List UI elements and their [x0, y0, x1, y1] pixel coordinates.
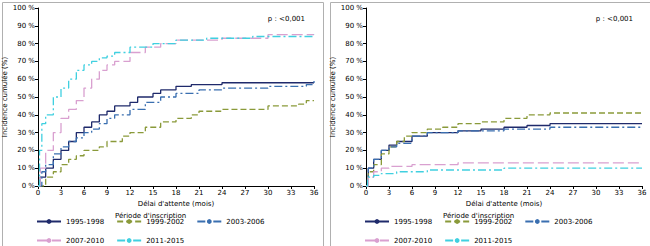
svg-text:Incidence cumulée (%): Incidence cumulée (%) — [329, 57, 337, 138]
svg-text:50 %: 50 % — [345, 93, 363, 101]
svg-text:2003-2006: 2003-2006 — [226, 218, 265, 226]
svg-text:Période d'inscription: Période d'inscription — [443, 212, 514, 220]
svg-text:21: 21 — [523, 189, 532, 197]
svg-text:9: 9 — [433, 189, 437, 197]
svg-text:1995-1998: 1995-1998 — [394, 218, 432, 226]
svg-text:Période d'inscription: Période d'inscription — [115, 212, 186, 220]
svg-text:21: 21 — [195, 189, 204, 197]
svg-text:3: 3 — [59, 189, 63, 197]
svg-text:50 %: 50 % — [17, 93, 35, 101]
svg-text:2007-2010: 2007-2010 — [394, 237, 432, 245]
svg-text:30: 30 — [592, 189, 601, 197]
svg-text:18: 18 — [172, 189, 181, 197]
svg-text:6: 6 — [410, 189, 415, 197]
svg-text:30: 30 — [264, 189, 273, 197]
svg-text:2007-2010: 2007-2010 — [66, 237, 104, 245]
svg-text:2003-2006: 2003-2006 — [554, 218, 593, 226]
svg-text:0 %: 0 % — [350, 182, 364, 190]
svg-text:10 %: 10 % — [17, 164, 35, 172]
svg-text:1995-1998: 1995-1998 — [66, 218, 104, 226]
svg-text:1999-2002: 1999-2002 — [146, 217, 185, 226]
svg-text:80 %: 80 % — [17, 40, 35, 48]
svg-text:Délai d'attente (mois): Délai d'attente (mois) — [466, 200, 543, 208]
svg-text:40 %: 40 % — [17, 111, 35, 119]
svg-text:24: 24 — [218, 189, 227, 197]
svg-text:p : <0,001: p : <0,001 — [596, 15, 633, 23]
svg-text:18: 18 — [500, 189, 509, 197]
svg-text:15: 15 — [477, 189, 486, 197]
svg-text:30 %: 30 % — [17, 129, 35, 137]
svg-text:100 %: 100 % — [13, 4, 36, 12]
svg-text:33: 33 — [615, 189, 624, 197]
svg-text:40 %: 40 % — [345, 111, 363, 119]
svg-text:10 %: 10 % — [345, 164, 363, 172]
svg-text:15: 15 — [149, 189, 158, 197]
svg-text:12: 12 — [126, 189, 135, 197]
svg-text:70 %: 70 % — [17, 57, 35, 65]
svg-text:27: 27 — [569, 189, 578, 197]
svg-text:60 %: 60 % — [345, 75, 363, 83]
svg-text:Incidence cumulée (%): Incidence cumulée (%) — [1, 57, 9, 138]
svg-text:30 %: 30 % — [345, 129, 363, 137]
svg-text:100 %: 100 % — [341, 4, 364, 12]
svg-text:3: 3 — [387, 189, 391, 197]
svg-text:80 %: 80 % — [345, 40, 363, 48]
svg-text:p : <0,001: p : <0,001 — [268, 15, 305, 23]
svg-text:33: 33 — [287, 189, 296, 197]
svg-text:9: 9 — [105, 189, 109, 197]
svg-text:1999-2002: 1999-2002 — [474, 217, 513, 226]
svg-text:0: 0 — [36, 189, 40, 197]
svg-text:36: 36 — [638, 189, 647, 197]
svg-text:36: 36 — [310, 189, 319, 197]
svg-text:90 %: 90 % — [17, 22, 35, 30]
svg-text:2011-2015: 2011-2015 — [474, 237, 512, 245]
svg-text:90 %: 90 % — [345, 22, 363, 30]
svg-text:2011-2015: 2011-2015 — [146, 237, 184, 245]
svg-text:24: 24 — [546, 189, 555, 197]
svg-text:0 %: 0 % — [22, 182, 36, 190]
svg-text:6: 6 — [82, 189, 87, 197]
svg-text:12: 12 — [454, 189, 463, 197]
svg-text:20 %: 20 % — [345, 146, 363, 154]
svg-text:0: 0 — [364, 189, 368, 197]
svg-text:60 %: 60 % — [17, 75, 35, 83]
svg-text:70 %: 70 % — [345, 57, 363, 65]
svg-text:20 %: 20 % — [17, 146, 35, 154]
svg-text:Délai d'attente (mois): Délai d'attente (mois) — [138, 200, 215, 208]
svg-text:27: 27 — [241, 189, 250, 197]
